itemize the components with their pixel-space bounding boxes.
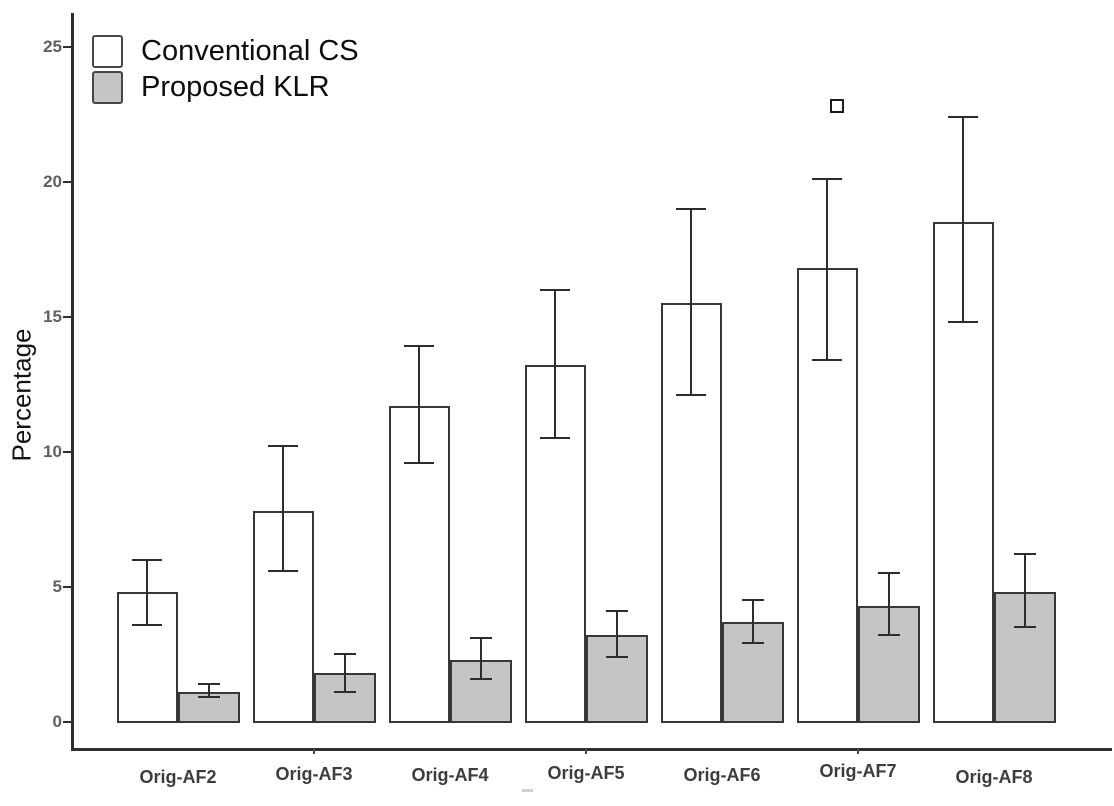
y-axis-tick-label: 5: [52, 576, 62, 596]
x-axis-category-label: Orig-AF5: [547, 763, 625, 783]
y-axis-tick: [63, 720, 72, 723]
error-bar-cap-bottom: [1013, 626, 1036, 629]
x-axis-category-label: Orig-AF2: [139, 767, 217, 787]
legend-key-white-icon: [92, 35, 123, 68]
y-axis-tick-label: 15: [43, 306, 62, 326]
error-bar-cap-top: [948, 115, 979, 118]
error-bar-line: [479, 638, 482, 679]
error-bar-cap-top: [469, 637, 492, 639]
error-bar-line: [962, 116, 965, 323]
error-bar-line: [554, 289, 557, 439]
error-bar-line: [418, 346, 421, 463]
y-axis-tick-label: 0: [52, 711, 62, 731]
y-axis-tick-label: 10: [43, 441, 62, 461]
error-bar-cap-top: [540, 288, 571, 291]
x-axis-line: [71, 748, 1112, 751]
error-bar-line: [690, 208, 693, 395]
error-bar-cap-bottom: [741, 642, 764, 645]
error-bar-cap-bottom: [469, 677, 492, 680]
y-axis-tick-label: 20: [43, 171, 62, 191]
error-bar-cap-bottom: [404, 461, 435, 464]
x-axis-category-label: Orig-AF6: [683, 765, 761, 785]
bar-conventional-cs: [660, 303, 722, 723]
legend-label: Conventional CS: [141, 35, 359, 67]
y-axis-tick: [63, 585, 72, 588]
error-bar-line: [615, 611, 618, 657]
error-bar-line: [207, 683, 210, 698]
x-axis-tick: [585, 748, 587, 754]
error-bar-line: [282, 446, 285, 571]
error-bar-cap-bottom: [540, 437, 571, 440]
error-bar-cap-bottom: [197, 696, 220, 699]
error-bar-cap-bottom: [333, 691, 356, 693]
error-bar-cap-bottom: [948, 321, 979, 324]
error-bar-cap-top: [812, 178, 843, 180]
x-axis-category-label: Orig-AF8: [955, 767, 1033, 787]
error-bar-cap-top: [404, 345, 435, 348]
error-bar-cap-bottom: [812, 358, 843, 361]
error-bar-line: [343, 654, 346, 692]
y-axis-tick-label: 25: [43, 36, 62, 56]
error-bar-cap-bottom: [605, 655, 628, 658]
error-bar-cap-bottom: [877, 634, 900, 637]
outlier-square-marker: [830, 99, 844, 114]
error-bar-cap-top: [605, 610, 628, 612]
artifact-dash: [522, 789, 533, 792]
y-axis-tick: [63, 450, 72, 453]
x-axis-category-label: Orig-AF3: [275, 764, 353, 784]
y-axis-line: [71, 13, 74, 751]
y-axis-tick: [63, 180, 72, 183]
y-axis-tick: [63, 315, 72, 318]
error-bar-cap-top: [1013, 553, 1036, 556]
x-axis-tick: [313, 748, 315, 754]
error-bar-cap-bottom: [132, 623, 163, 626]
x-axis-category-label: Orig-AF7: [819, 761, 897, 781]
legend: Conventional CS Proposed KLR: [92, 35, 359, 107]
error-bar-line: [826, 179, 829, 360]
error-bar-cap-top: [877, 572, 900, 575]
error-bar-cap-top: [676, 207, 707, 210]
x-axis-tick: [857, 748, 859, 754]
error-bar-cap-top: [197, 682, 220, 685]
error-bar-cap-top: [268, 445, 299, 448]
error-bar-line: [751, 600, 754, 644]
error-bar-cap-bottom: [676, 394, 707, 396]
legend-item-proposed-klr: Proposed KLR: [92, 71, 359, 104]
error-bar-cap-top: [741, 599, 764, 602]
error-bar-cap-top: [333, 653, 356, 656]
bar-conventional-cs: [932, 222, 994, 723]
x-axis-category-label: Orig-AF4: [411, 765, 489, 785]
legend-item-conventional-cs: Conventional CS: [92, 35, 359, 68]
legend-key-gray-icon: [92, 71, 123, 104]
legend-label: Proposed KLR: [141, 71, 330, 103]
error-bar-line: [1023, 554, 1026, 628]
error-bar-cap-bottom: [268, 569, 299, 572]
error-bar-cap-top: [132, 558, 163, 561]
error-bar-line: [887, 573, 890, 636]
error-bar-line: [146, 559, 149, 625]
y-axis-tick: [63, 45, 72, 48]
